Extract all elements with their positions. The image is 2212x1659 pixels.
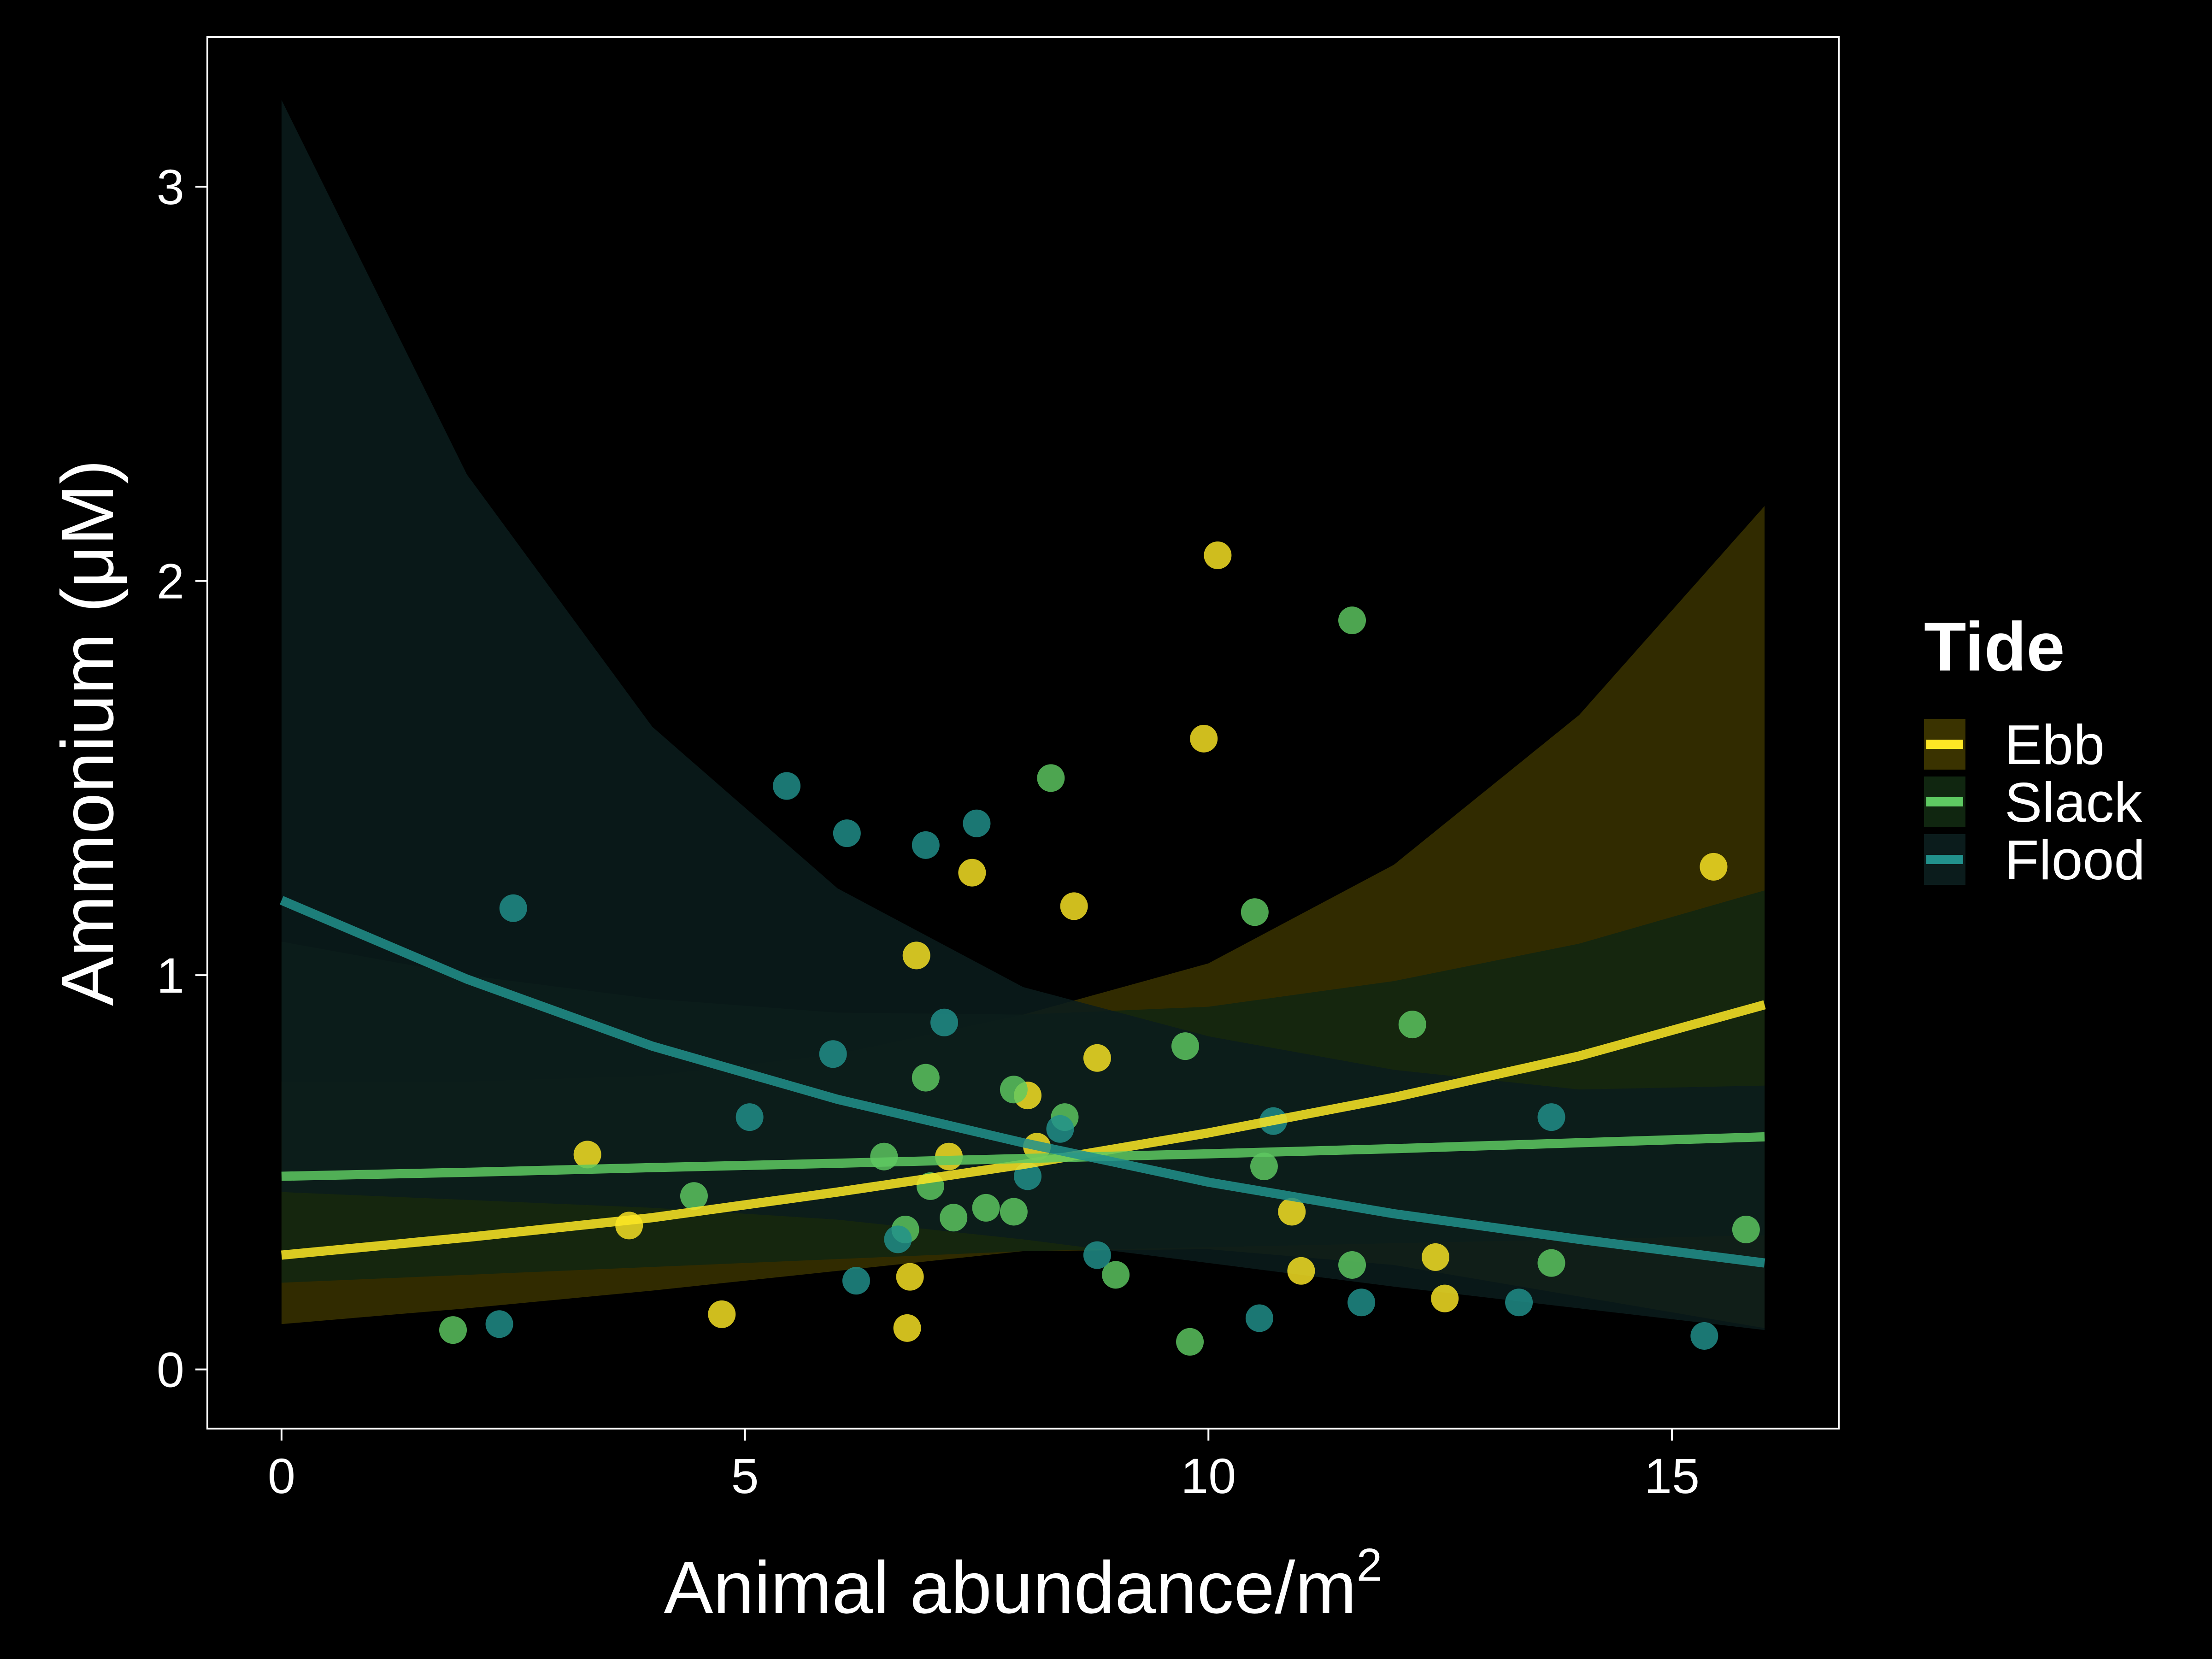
flood-data-point xyxy=(1245,1304,1273,1332)
slack-data-point xyxy=(1338,1251,1366,1279)
ebb-data-point xyxy=(896,1263,924,1291)
slack-data-point xyxy=(1171,1032,1199,1060)
flood-data-point xyxy=(735,1103,764,1131)
slack-data-point xyxy=(439,1316,467,1344)
flood-data-point xyxy=(930,1008,959,1036)
flood-confidence-band xyxy=(281,100,1765,1330)
data-points xyxy=(439,541,1760,1356)
ebb-data-point xyxy=(1422,1243,1450,1271)
flood-data-point xyxy=(963,809,991,837)
y-tick-label: 0 xyxy=(157,1342,184,1398)
ebb-data-point xyxy=(1190,724,1218,753)
slack-data-point xyxy=(1241,898,1269,926)
legend-label-flood: Flood xyxy=(2005,829,2145,891)
slack-data-point xyxy=(940,1204,968,1232)
ebb-data-point xyxy=(1700,853,1728,881)
ebb-data-point xyxy=(1431,1284,1459,1312)
slack-data-point xyxy=(1000,1076,1028,1104)
y-tick-label: 1 xyxy=(157,947,184,1003)
legend-title: Tide xyxy=(1924,608,2065,685)
ebb-data-point xyxy=(1204,541,1232,570)
slack-data-point xyxy=(680,1182,708,1210)
legend-label-slack: Slack xyxy=(2005,771,2142,834)
axes: 0 5 10 15 0 1 2 3 xyxy=(157,159,1700,1504)
flood-data-point xyxy=(884,1225,912,1253)
y-tick-label: 2 xyxy=(157,553,184,609)
flood-data-point xyxy=(1537,1103,1565,1131)
slack-data-point xyxy=(1176,1328,1204,1356)
x-tick-label: 5 xyxy=(731,1448,759,1504)
slack-data-point xyxy=(1338,606,1366,635)
slack-data-point xyxy=(1537,1249,1565,1277)
ebb-data-point xyxy=(902,941,930,970)
ebb-data-point xyxy=(1278,1198,1306,1226)
ebb-data-point xyxy=(1060,892,1088,920)
slack-data-point xyxy=(1000,1198,1028,1226)
flood-data-point xyxy=(912,831,940,859)
ebb-data-point xyxy=(573,1141,601,1169)
flood-data-point xyxy=(1347,1288,1376,1317)
slack-data-point xyxy=(972,1194,1000,1222)
x-tick-label: 10 xyxy=(1181,1448,1236,1504)
fit-lines xyxy=(279,896,1766,1268)
flood-data-point xyxy=(842,1267,870,1295)
ebb-fit-line xyxy=(281,1000,1766,1260)
slack-fit-line xyxy=(281,1132,1765,1181)
y-tick-label: 3 xyxy=(157,159,184,215)
flood-data-point xyxy=(1505,1288,1533,1317)
flood-data-point xyxy=(499,894,527,922)
flood-data-point xyxy=(773,772,801,800)
plot-panel-border xyxy=(206,36,1840,1430)
flood-data-point xyxy=(1690,1322,1718,1350)
ebb-data-point xyxy=(958,859,986,887)
ebb-data-point xyxy=(708,1300,736,1328)
legend-label-ebb: Ebb xyxy=(2005,713,2105,776)
y-axis-title: Ammonium (μM) xyxy=(46,459,129,1006)
ebb-data-point xyxy=(893,1314,921,1342)
ebb-data-point xyxy=(1083,1044,1111,1072)
flood-data-point xyxy=(485,1310,513,1338)
flood-data-point xyxy=(1046,1115,1074,1143)
x-axis-title: Animal abundance/m2 xyxy=(664,1539,1382,1629)
slack-data-point xyxy=(1250,1153,1278,1181)
slack-data-point xyxy=(1398,1011,1426,1039)
x-axis-title-superscript: 2 xyxy=(1357,1539,1382,1591)
flood-data-point xyxy=(1083,1241,1111,1269)
flood-data-point xyxy=(819,1040,847,1068)
x-tick-label: 0 xyxy=(268,1448,295,1504)
flood-fit-line xyxy=(279,896,1765,1268)
ebb-data-point xyxy=(1287,1257,1315,1285)
slack-data-point xyxy=(1102,1261,1130,1289)
slack-data-point xyxy=(912,1064,940,1092)
slack-data-point xyxy=(1732,1215,1760,1243)
x-axis-title-text: Animal abundance/m xyxy=(664,1546,1357,1629)
slack-data-point xyxy=(1037,764,1065,792)
flood-data-point xyxy=(833,819,861,847)
x-tick-label: 15 xyxy=(1644,1448,1700,1504)
